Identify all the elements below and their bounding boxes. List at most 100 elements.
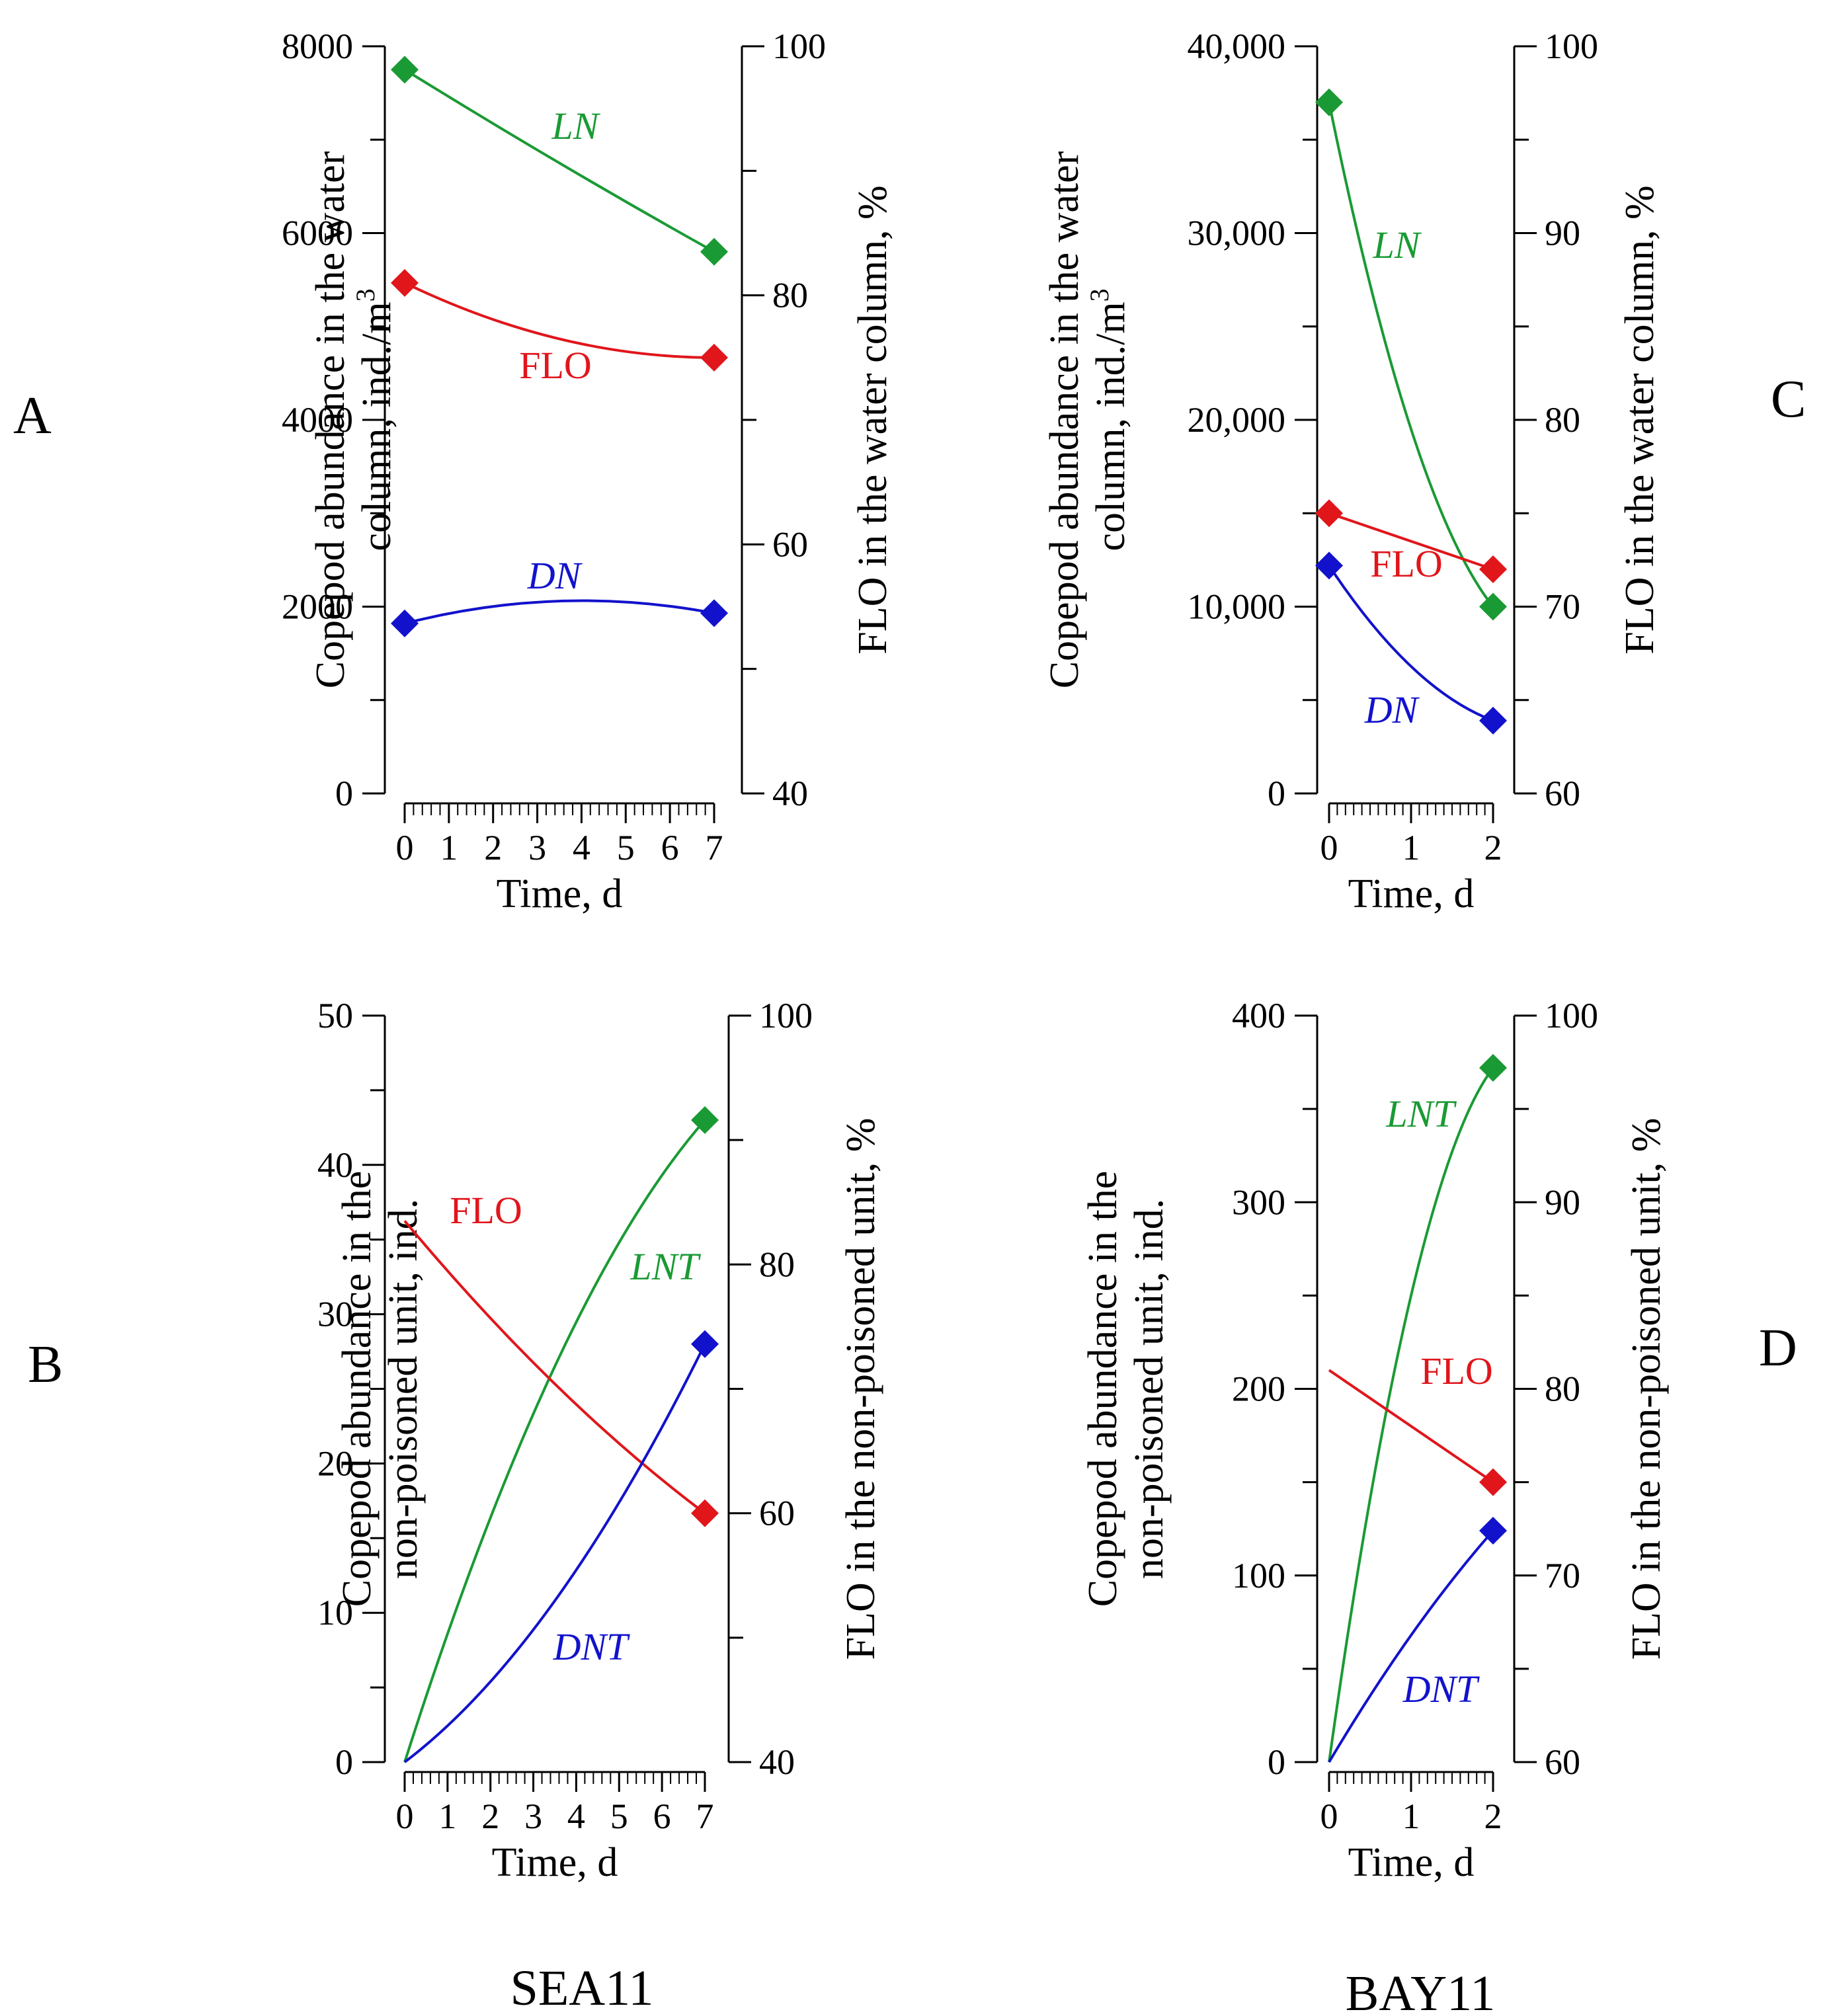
marker-ln-c [1315,88,1343,116]
x-tick-label-b: 3 [524,1796,542,1836]
series-line-dn-a [404,599,715,625]
left-axis-label-d: Copepod abundance in thenon-poisoned uni… [1080,1171,1172,1607]
series-line-flo-b [403,1220,706,1515]
marker-flo-a [700,343,728,372]
x-tick-label-a: 2 [484,828,502,867]
left-tick-label-d: 400 [1232,996,1285,1035]
right-tick-label-d: 100 [1545,996,1598,1035]
x-tick-label-d: 0 [1320,1796,1338,1836]
series-label-ln-c: LN [1373,223,1422,266]
left-tick-label-b: 0 [335,1742,353,1782]
left-tick-label-d: 0 [1268,1742,1285,1782]
left-tick-label-c: 40,000 [1188,26,1286,66]
left-axis-label-c: Copepod abundance in the watercolumn, in… [1042,151,1133,688]
left-axis-label-a: Copepod abundance in the watercolumn, in… [308,151,399,688]
left-tick-label-a: 6000 [282,214,353,253]
series-line-dnt-d [1328,1529,1494,1763]
left-tick-label-c: 20,000 [1188,400,1286,440]
series-label-dnt-b: DNT [553,1625,631,1668]
series-line-dn-c [1328,565,1494,722]
marker-lnt-b [691,1106,719,1135]
right-tick-label-c: 80 [1545,400,1580,440]
panel-letter-b: B [28,1336,63,1394]
left-tick-label-b: 10 [317,1593,353,1633]
series-label-flo-c: FLO [1370,542,1443,585]
right-tick-label-b: 100 [759,996,813,1035]
right-tick-label-c: 60 [1545,774,1580,813]
panel-letter-c: C [1771,370,1806,428]
right-tick-label-d: 60 [1545,1742,1580,1782]
x-tick-label-a: 7 [706,828,723,867]
x-tick-label-b: 6 [653,1796,671,1836]
right-tick-label-c: 70 [1545,587,1580,627]
left-tick-label-d: 200 [1232,1369,1285,1409]
marker-ln-c [1479,592,1507,621]
left-axis-label-superscript: 3 [1084,288,1114,302]
marker-dn-c [1479,706,1507,735]
right-tick-label-b: 40 [759,1742,795,1782]
right-tick-label-d: 80 [1545,1369,1580,1409]
marker-dn-a [391,609,419,637]
panel-letter-d: D [1759,1319,1797,1377]
x-tick-label-d: 2 [1484,1796,1502,1836]
right-axis-label-b: FLO in the non-poisoned unit, % [838,1118,883,1660]
x-tick-label-b: 4 [567,1796,585,1836]
left-axis-label-superscript: 3 [350,288,380,302]
right-tick-label-d: 70 [1545,1556,1580,1595]
left-axis-label-b: Copepod abundance in thenon-poisoned uni… [335,1171,426,1607]
x-tick-label-b: 5 [610,1796,628,1836]
x-tick-label-d: 1 [1402,1796,1420,1836]
left-tick-label-a: 4000 [282,400,353,440]
series-line-lnt-b [403,1119,706,1763]
right-tick-label-a: 60 [772,524,808,564]
marker-flo-c [1479,555,1507,583]
left-tick-label-c: 0 [1268,774,1285,813]
left-tick-label-a: 8000 [282,26,353,66]
series-label-flo-d: FLO [1420,1350,1493,1392]
x-tick-label-b: 7 [696,1796,714,1836]
marker-dnt-d [1479,1517,1507,1545]
marker-flo-c [1315,499,1343,528]
left-tick-label-b: 30 [317,1295,353,1334]
x-tick-label-b: 2 [481,1796,499,1836]
marker-lnt-d [1479,1054,1507,1082]
right-axis-label-c: FLO in the water column, % [1617,185,1662,654]
right-tick-label-a: 40 [772,774,808,813]
left-axis-label-line2: non-poisoned unit, ind. [1127,1199,1172,1579]
left-axis-label-line2: column, ind./m [1088,302,1133,551]
x-axis-label-c: Time, d [1348,871,1475,916]
x-tick-label-a: 5 [617,828,635,867]
x-tick-label-a: 1 [440,828,458,867]
right-axis-label-a: FLO in the water column, % [850,185,895,654]
x-tick-label-c: 2 [1484,828,1502,867]
left-tick-label-b: 20 [317,1443,353,1483]
marker-flo-b [691,1499,719,1527]
right-tick-label-a: 100 [772,26,826,66]
x-tick-label-c: 1 [1402,828,1420,867]
x-tick-label-a: 4 [573,828,590,867]
x-tick-label-a: 3 [528,828,546,867]
right-tick-label-c: 90 [1545,214,1580,253]
marker-ln-a [700,237,728,266]
left-tick-label-d: 300 [1232,1182,1285,1222]
series-label-dn-a: DN [527,554,583,597]
series-line-lnt-d [1328,1067,1494,1763]
marker-flo-a [391,268,419,297]
marker-dnt-b [691,1330,719,1358]
marker-dn-a [700,599,728,627]
left-tick-label-c: 10,000 [1188,587,1286,627]
marker-dn-c [1315,551,1343,580]
series-label-flo-b: FLO [450,1189,522,1232]
x-axis-label-d: Time, d [1348,1840,1475,1885]
left-axis-label-line1: Copepod abundance in the [335,1171,380,1607]
right-tick-label-a: 80 [772,276,808,315]
marker-ln-a [391,56,419,84]
right-axis-label-d: FLO in the non-poisoned unit, % [1624,1118,1669,1660]
right-tick-label-c: 100 [1545,26,1598,66]
site-label-sea11: SEA11 [510,1960,654,2016]
x-tick-label-c: 0 [1320,828,1338,867]
left-axis-label-line1: Copepod abundance in the [1080,1171,1125,1607]
x-tick-label-b: 1 [438,1796,456,1836]
left-axis-label-line2: column, ind./m [354,302,399,551]
right-tick-label-b: 60 [759,1494,795,1533]
